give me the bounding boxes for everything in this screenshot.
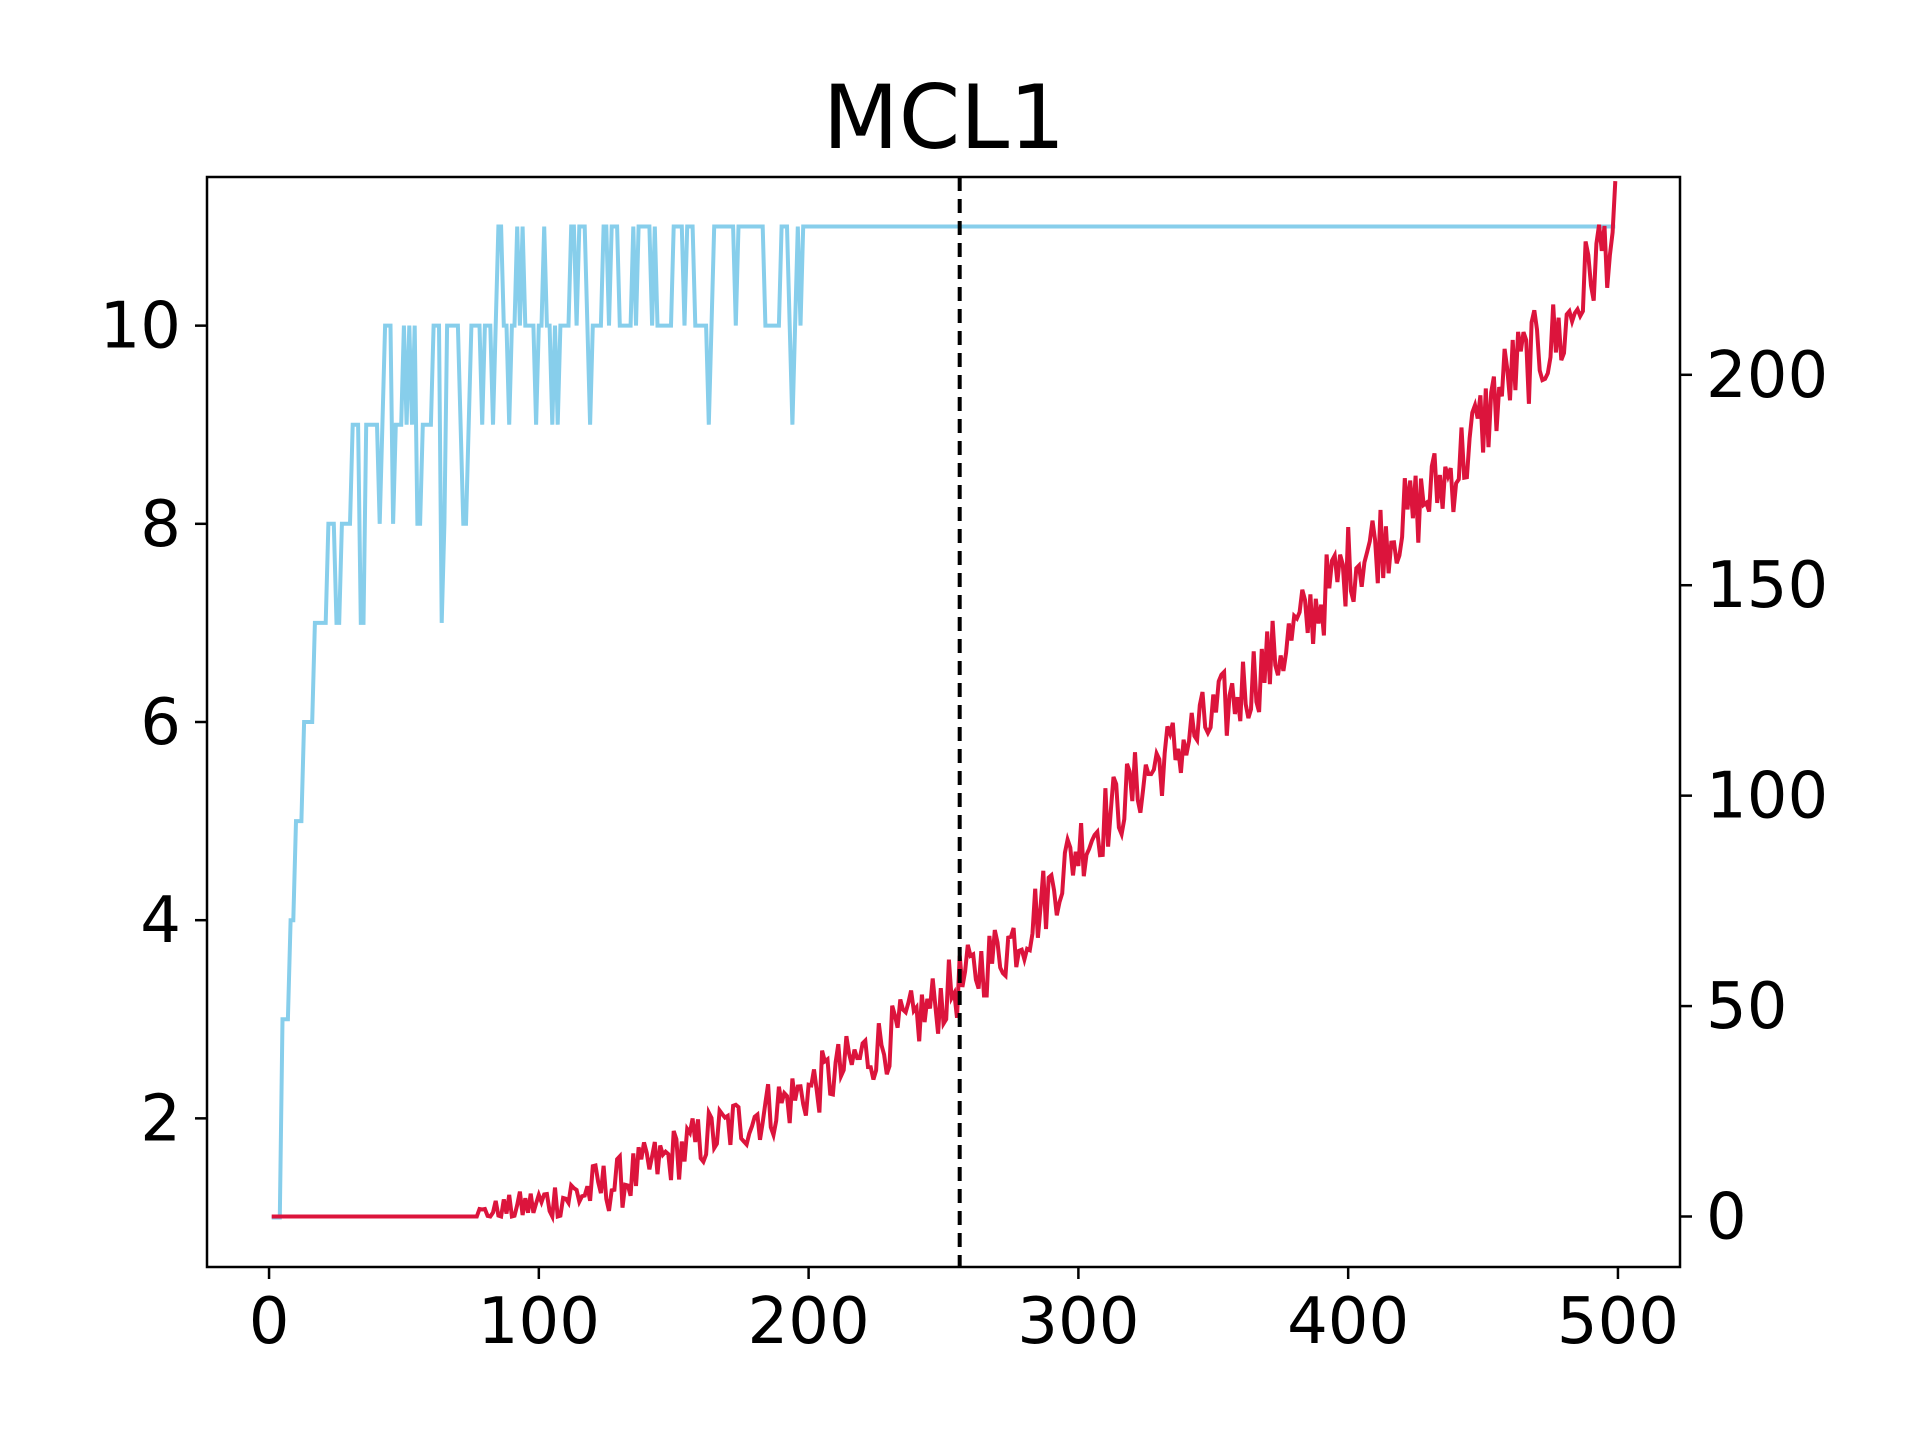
axes-frame <box>205 175 1682 1269</box>
y2-tick-label: 0 <box>1706 1180 1747 1254</box>
x-tick-label: 500 <box>1557 1285 1679 1359</box>
chart-title: MCL1 <box>823 66 1065 169</box>
x-tick-label: 400 <box>1287 1285 1409 1359</box>
y2-tick-label: 50 <box>1706 970 1787 1044</box>
y2-tick-label: 150 <box>1706 549 1828 623</box>
y2-tick-label: 100 <box>1706 760 1828 834</box>
y2-tick-label: 200 <box>1706 339 1828 413</box>
y-tick-label: 8 <box>140 488 181 562</box>
y-tick-label: 4 <box>140 884 181 958</box>
x-tick-label: 300 <box>1017 1285 1139 1359</box>
series-left-line <box>271 224 1616 1220</box>
y-tick-label: 10 <box>100 290 181 364</box>
x-tick-label: 0 <box>249 1285 290 1359</box>
x-tick-label: 100 <box>478 1285 600 1359</box>
series-right-line <box>271 180 1618 1224</box>
y-tick-label: 2 <box>140 1082 181 1156</box>
plot-area <box>271 177 1618 1267</box>
x-tick-label: 200 <box>748 1285 870 1359</box>
y-tick-label: 6 <box>140 686 181 760</box>
